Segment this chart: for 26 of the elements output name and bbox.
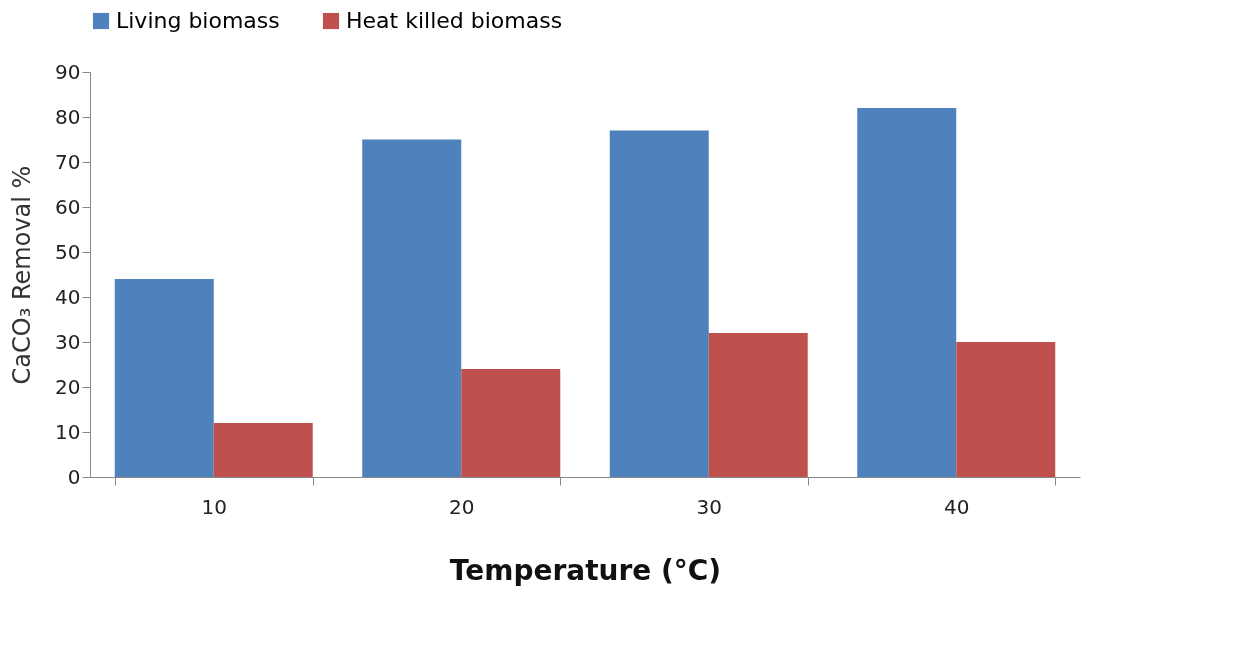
y-axis-title: CaCO₃ Removal % bbox=[8, 165, 37, 385]
bar bbox=[956, 342, 1056, 477]
bar bbox=[609, 130, 709, 477]
legend-label: Heat killed biomass bbox=[346, 8, 563, 33]
y-tick-label: 20 bbox=[55, 374, 81, 399]
y-tick-label: 50 bbox=[55, 239, 81, 264]
y-tick-label: 70 bbox=[55, 149, 81, 174]
y-tick-label: 10 bbox=[55, 419, 81, 444]
x-tick-label: 40 bbox=[944, 494, 970, 519]
y-tick-label: 0 bbox=[67, 464, 81, 489]
x-tick-label: 30 bbox=[696, 494, 722, 519]
bar bbox=[461, 369, 561, 477]
bar bbox=[114, 279, 214, 477]
y-tick-label: 30 bbox=[55, 329, 81, 354]
y-tick-label: 90 bbox=[55, 59, 81, 84]
x-axis-title: Temperature (°C) bbox=[449, 553, 722, 587]
x-tick-label: 10 bbox=[201, 494, 227, 519]
y-tick-label: 80 bbox=[55, 104, 81, 129]
y-tick-label: 40 bbox=[55, 284, 81, 309]
y-tick-label: 60 bbox=[55, 194, 81, 219]
bar bbox=[362, 139, 462, 477]
bar bbox=[213, 423, 313, 477]
x-tick-label: 20 bbox=[449, 494, 475, 519]
bar bbox=[708, 333, 808, 477]
legend-label: Living biomass bbox=[116, 8, 280, 33]
bar bbox=[857, 108, 957, 477]
